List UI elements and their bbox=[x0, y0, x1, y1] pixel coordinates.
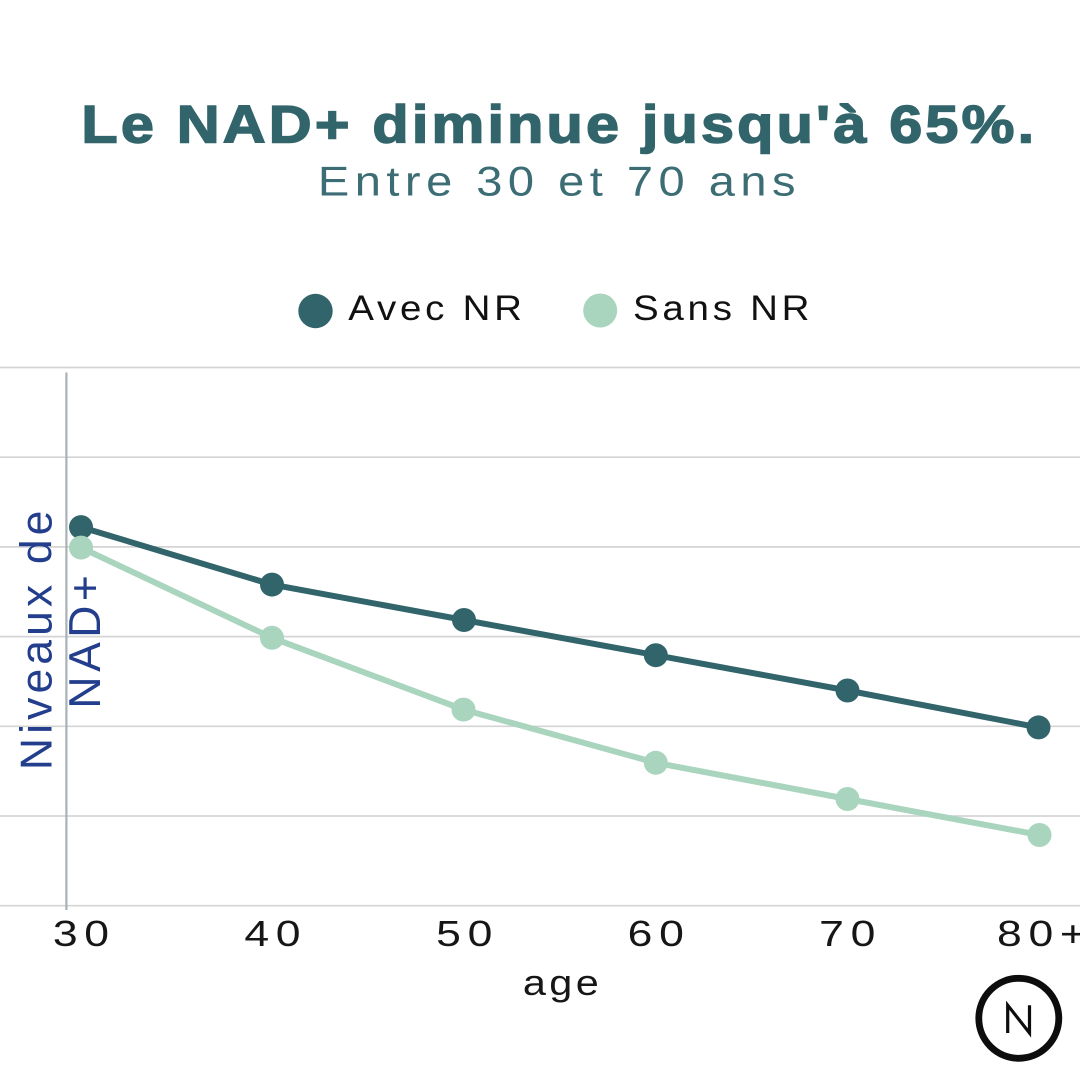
svg-text:50: 50 bbox=[436, 913, 499, 954]
svg-text:age: age bbox=[523, 963, 602, 1003]
svg-text:Entre 30 et 70 ans: Entre 30 et 70 ans bbox=[318, 159, 801, 205]
svg-text:60: 60 bbox=[628, 913, 691, 954]
svg-text:Sans NR: Sans NR bbox=[633, 289, 813, 328]
svg-text:70: 70 bbox=[819, 913, 882, 954]
svg-text:40: 40 bbox=[244, 913, 307, 954]
svg-text:Le NAD+ diminue jusqu'à 65%.: Le NAD+ diminue jusqu'à 65%. bbox=[81, 94, 1037, 153]
svg-text:30: 30 bbox=[53, 913, 116, 954]
svg-text:NAD+: NAD+ bbox=[61, 571, 110, 709]
svg-text:Avec NR: Avec NR bbox=[348, 289, 525, 328]
svg-text:Niveaux de: Niveaux de bbox=[13, 506, 62, 770]
svg-text:80+: 80+ bbox=[997, 913, 1080, 954]
